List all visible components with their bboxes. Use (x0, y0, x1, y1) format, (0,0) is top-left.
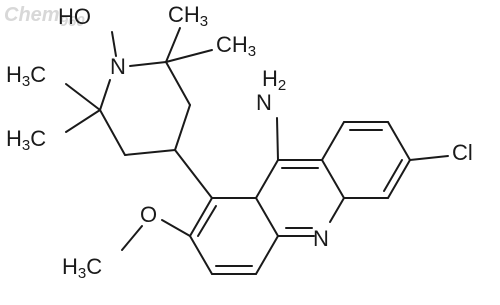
bonds (65, 27, 449, 275)
atom-labels: HO N CH3 CH3 H3C H3C H2 N Cl O H3C N (6, 2, 473, 282)
atom-label: CH3 (216, 32, 256, 60)
atom-label: N (313, 226, 329, 251)
atom-label: O (140, 202, 157, 227)
atom-label: H3C (6, 62, 46, 90)
atom-label: CH3 (168, 2, 208, 30)
atom-label: N (256, 90, 272, 115)
watermark: Chem960 (4, 4, 85, 30)
atom-label: N (110, 54, 126, 79)
atom-label: HO (58, 4, 91, 29)
atom-label: Cl (452, 140, 473, 165)
atom-label: H3C (6, 126, 46, 154)
atom-label: H3C (62, 254, 102, 282)
atom-label: H2 (262, 66, 286, 94)
